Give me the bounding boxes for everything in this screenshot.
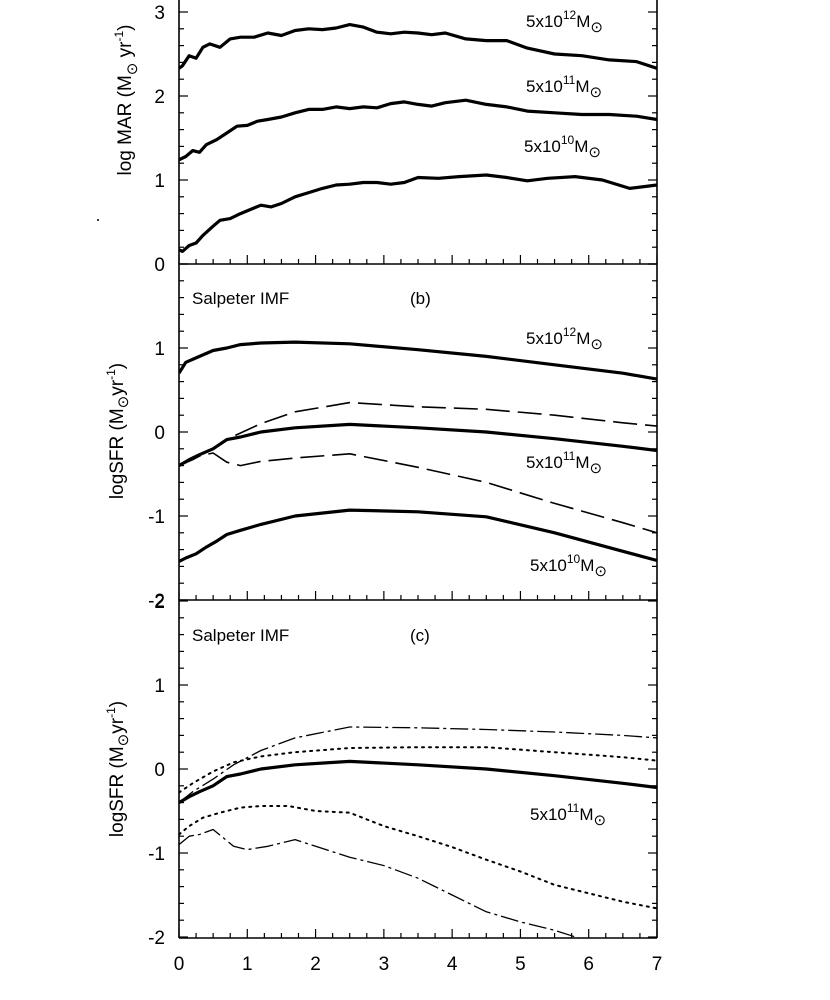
panel-c-xtick-labels: 0 1 2 3 4 5 6 7 xyxy=(174,954,663,975)
panel-c-ytick-labels: -2 -1 0 1 2 xyxy=(148,592,165,949)
y-tick-label: -1 xyxy=(148,844,165,865)
x-tick-label: 1 xyxy=(242,954,253,975)
x-tick-label: 5 xyxy=(515,954,526,975)
x-tick-label: 2 xyxy=(310,954,321,975)
y-tick-label: 0 xyxy=(154,760,165,781)
x-tick-label: 4 xyxy=(447,954,458,975)
series-line xyxy=(179,401,657,467)
y-tick-label: -2 xyxy=(148,591,165,612)
panel-a-label-5e11: 5x1011M⊙ xyxy=(526,73,602,101)
panel-b-ticks xyxy=(178,263,658,601)
panel-a-series xyxy=(179,23,657,253)
y-tick-label: 0 xyxy=(154,423,165,444)
series-line xyxy=(179,23,657,70)
series-line xyxy=(179,746,657,794)
panel-c-label-5e11: 5x1011M⊙ xyxy=(530,801,606,829)
panel-b-label-5e12: 5x1012M⊙ xyxy=(526,325,603,353)
panel-b-y-axis-label: logSFR (M⊙yr-1) xyxy=(104,363,132,499)
series-line xyxy=(179,508,657,563)
y-tick-label: -1 xyxy=(148,507,165,528)
panel-b-series xyxy=(179,340,657,563)
series-line xyxy=(179,759,657,804)
panel-b-panel-label: (b) xyxy=(410,289,431,308)
y-tick-label: -2 xyxy=(148,928,165,949)
panel-c-panel-label: (c) xyxy=(410,626,430,645)
y-tick-label: 2 xyxy=(154,592,165,613)
x-tick-label: 3 xyxy=(379,954,390,975)
series-line xyxy=(179,452,657,534)
panel-c-ticks xyxy=(178,600,658,938)
series-line xyxy=(179,422,657,467)
panel-b-label-5e11: 5x1011M⊙ xyxy=(526,449,602,477)
y-tick-label: 2 xyxy=(154,87,165,108)
panel-a-label-5e12: 5x1012M⊙ xyxy=(526,8,603,36)
panel-c: -2 -1 0 1 2 0 1 2 3 4 5 6 7 logSFR (M⊙yr-1) Salpete… xyxy=(104,592,662,975)
stray-dot xyxy=(97,219,99,221)
y-tick-label: 1 xyxy=(154,171,165,192)
panel-a: 0 1 2 3 log MAR (M⊙ yr-1) 5x1012M⊙ 5x1011M⊙… xyxy=(112,3,658,276)
y-tick-label: 1 xyxy=(154,676,165,697)
series-line xyxy=(179,98,657,162)
panel-b: -2-101 logSFR (M⊙yr-1) Salpeter IMF (b) … xyxy=(104,263,658,612)
y-tick-label: 3 xyxy=(154,3,165,24)
panel-c-imf-label: Salpeter IMF xyxy=(192,626,289,645)
x-tick-label: 0 xyxy=(174,954,185,975)
panel-b-imf-label: Salpeter IMF xyxy=(192,289,289,308)
panel-c-series xyxy=(179,726,657,938)
panel-c-y-axis-label: logSFR (M⊙yr-1) xyxy=(104,701,132,837)
series-line xyxy=(179,805,657,910)
panel-a-label-5e10: 5x1010M⊙ xyxy=(524,133,601,161)
series-line xyxy=(179,726,657,804)
panel-b-ytick-labels: -2 -1 0 1 xyxy=(148,339,165,612)
panel-a-y-axis-label: log MAR (M⊙ yr-1) xyxy=(112,25,141,176)
frame xyxy=(178,0,658,939)
panel-a-ytick-labels: 0 1 2 3 xyxy=(154,3,165,276)
y-tick-label: 0 xyxy=(154,255,165,276)
series-line xyxy=(179,340,657,381)
x-tick-label: 7 xyxy=(652,954,663,975)
panel-b-label-5e10: 5x1010M⊙ xyxy=(530,552,607,580)
series-line xyxy=(179,173,657,253)
y-tick-label: 1 xyxy=(154,339,165,360)
x-tick-label: 6 xyxy=(583,954,594,975)
series-line xyxy=(179,828,581,938)
